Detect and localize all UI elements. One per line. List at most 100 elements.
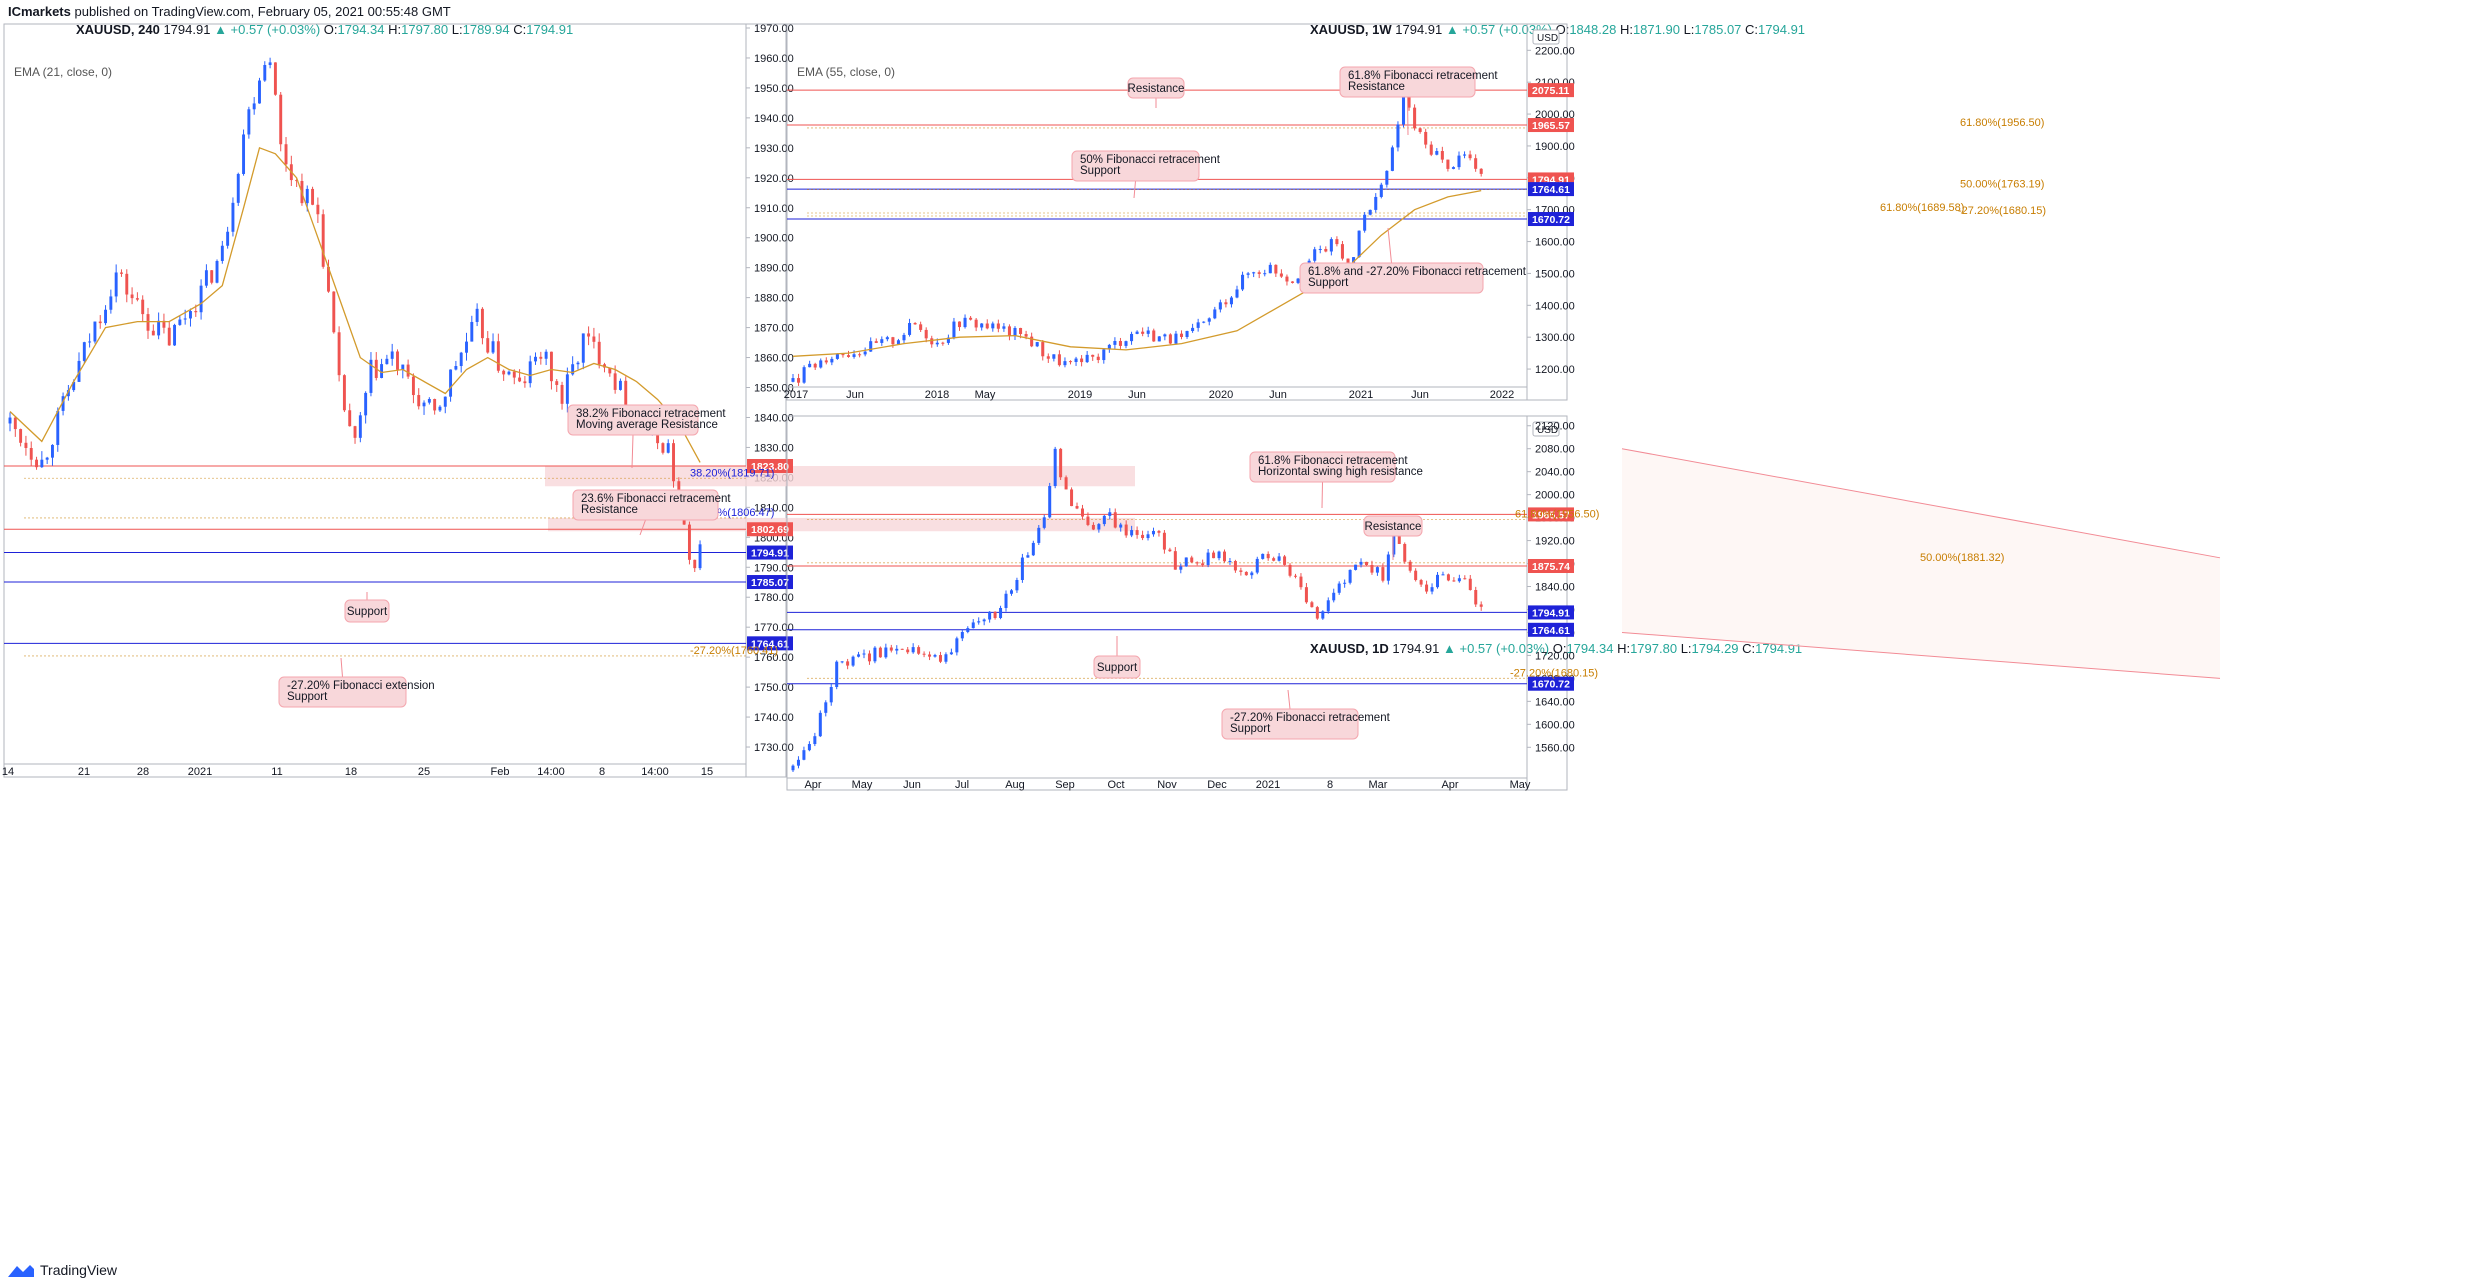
candle-body <box>813 363 817 368</box>
y-tick-label: 2200.00 <box>1535 45 1575 57</box>
candle-body <box>1381 567 1385 581</box>
callout-background <box>1221 708 1359 740</box>
candle-body <box>980 323 984 328</box>
candle-body <box>305 188 309 204</box>
candle-body <box>104 309 108 324</box>
callout-background <box>1071 150 1200 182</box>
candle-body <box>824 702 828 713</box>
y-tick-label: 1890.00 <box>754 263 794 275</box>
candle-body <box>433 399 437 411</box>
candle-body <box>1368 209 1372 215</box>
callout-box: 61.8% and -27.20% Fibonacci retracementS… <box>1299 227 1527 294</box>
callout-box: Support <box>344 592 390 623</box>
callout-background <box>1249 451 1396 483</box>
y-tick-label: 2080.00 <box>1535 444 1575 456</box>
candle-body <box>1146 534 1150 539</box>
callout-pointer <box>1387 227 1392 264</box>
candle-body <box>40 459 44 468</box>
candle-body <box>851 656 855 666</box>
callout-background <box>1093 655 1141 679</box>
x-tick-label: Jun <box>903 779 921 791</box>
candle-body <box>1419 580 1423 585</box>
candle-body <box>1030 336 1034 347</box>
candle-body <box>1063 361 1067 366</box>
candle-body <box>874 341 878 343</box>
x-tick-label: 2021 <box>1256 779 1280 791</box>
x-tick-label: 11 <box>271 766 282 778</box>
candle-body <box>183 318 187 320</box>
publisher-name[interactable]: ICmarkets <box>8 4 71 19</box>
candle-body <box>199 285 203 313</box>
x-tick-label: May <box>852 779 873 791</box>
callout-pointer <box>1133 180 1136 199</box>
candle-body <box>878 647 882 658</box>
open-value: 1848.28 <box>1569 22 1617 37</box>
candle-body <box>1097 524 1101 530</box>
x-tick-label: Jun <box>846 389 864 401</box>
x-tick-label: 25 <box>418 766 430 778</box>
y-tick-label: 1880.00 <box>754 293 794 305</box>
y-tick-label: 2040.00 <box>1535 467 1575 479</box>
candle-body <box>896 340 900 345</box>
publisher-text: published on TradingView.com, February 0… <box>70 4 451 19</box>
candle-body <box>1463 154 1467 156</box>
candle-body <box>523 381 527 384</box>
candle-body <box>1229 297 1233 305</box>
candle-body <box>1179 333 1184 337</box>
candle-body <box>109 296 113 310</box>
candle-body <box>791 765 795 771</box>
candle-body <box>1086 516 1090 525</box>
candle-body <box>279 94 283 145</box>
candle-body <box>1064 477 1068 490</box>
candle-body <box>512 371 516 378</box>
candle-body <box>1091 524 1095 530</box>
candle-body <box>364 392 368 416</box>
candle-body <box>1430 587 1434 592</box>
candle-body <box>88 341 92 343</box>
callout-text: Resistance <box>1128 83 1185 95</box>
fib-label: -27.20%(1680.15) <box>1510 667 1598 679</box>
level-price-tag <box>1528 558 1574 573</box>
callout-text: Support <box>1230 723 1271 735</box>
candle-body <box>1441 574 1445 576</box>
candle-body <box>1474 158 1478 169</box>
symbol[interactable]: XAUUSD, 1W <box>1310 22 1392 37</box>
candle-body <box>933 655 937 657</box>
callout-background <box>572 489 719 521</box>
candle-body <box>417 395 421 407</box>
candle-body <box>1429 144 1433 155</box>
y-tick-label: 1840.00 <box>1535 582 1575 594</box>
candle-body <box>1385 170 1389 185</box>
symbol[interactable]: XAUUSD, 240 <box>76 22 160 37</box>
candle-body <box>1244 571 1248 576</box>
candle-body <box>1046 356 1050 359</box>
candle-body <box>1451 167 1455 169</box>
level-price-tag <box>747 459 793 474</box>
candle-body <box>449 369 453 397</box>
candle-body <box>242 134 246 174</box>
candle-body <box>1296 278 1300 283</box>
y-tick-label: 1920.00 <box>1535 536 1575 548</box>
callout-text: 61.8% Fibonacci retracement <box>1348 70 1498 82</box>
y-tick-label: 2000.00 <box>1535 490 1575 502</box>
candle-body <box>592 336 596 342</box>
indicator-label: EMA (55, close, 0) <box>797 65 895 79</box>
candle-body <box>284 144 288 165</box>
candle-body <box>1013 327 1017 337</box>
candle-body <box>1299 576 1303 588</box>
candle-body <box>1113 340 1117 345</box>
level-price-label: 1794.91 <box>751 548 789 560</box>
footer-brand[interactable]: TradingView <box>8 1262 117 1278</box>
candle-body <box>1272 558 1276 561</box>
candle-body <box>974 319 978 328</box>
callout-text: Resistance <box>1348 81 1405 93</box>
symbol[interactable]: XAUUSD, 1D <box>1310 641 1389 656</box>
candle-body <box>61 396 65 411</box>
y-tick-label: 1740.00 <box>754 712 794 724</box>
candle-body <box>565 374 569 404</box>
candle-body <box>1235 289 1239 298</box>
candle-body <box>1141 331 1145 334</box>
candle-body <box>1228 561 1232 563</box>
candle-body <box>544 351 548 359</box>
